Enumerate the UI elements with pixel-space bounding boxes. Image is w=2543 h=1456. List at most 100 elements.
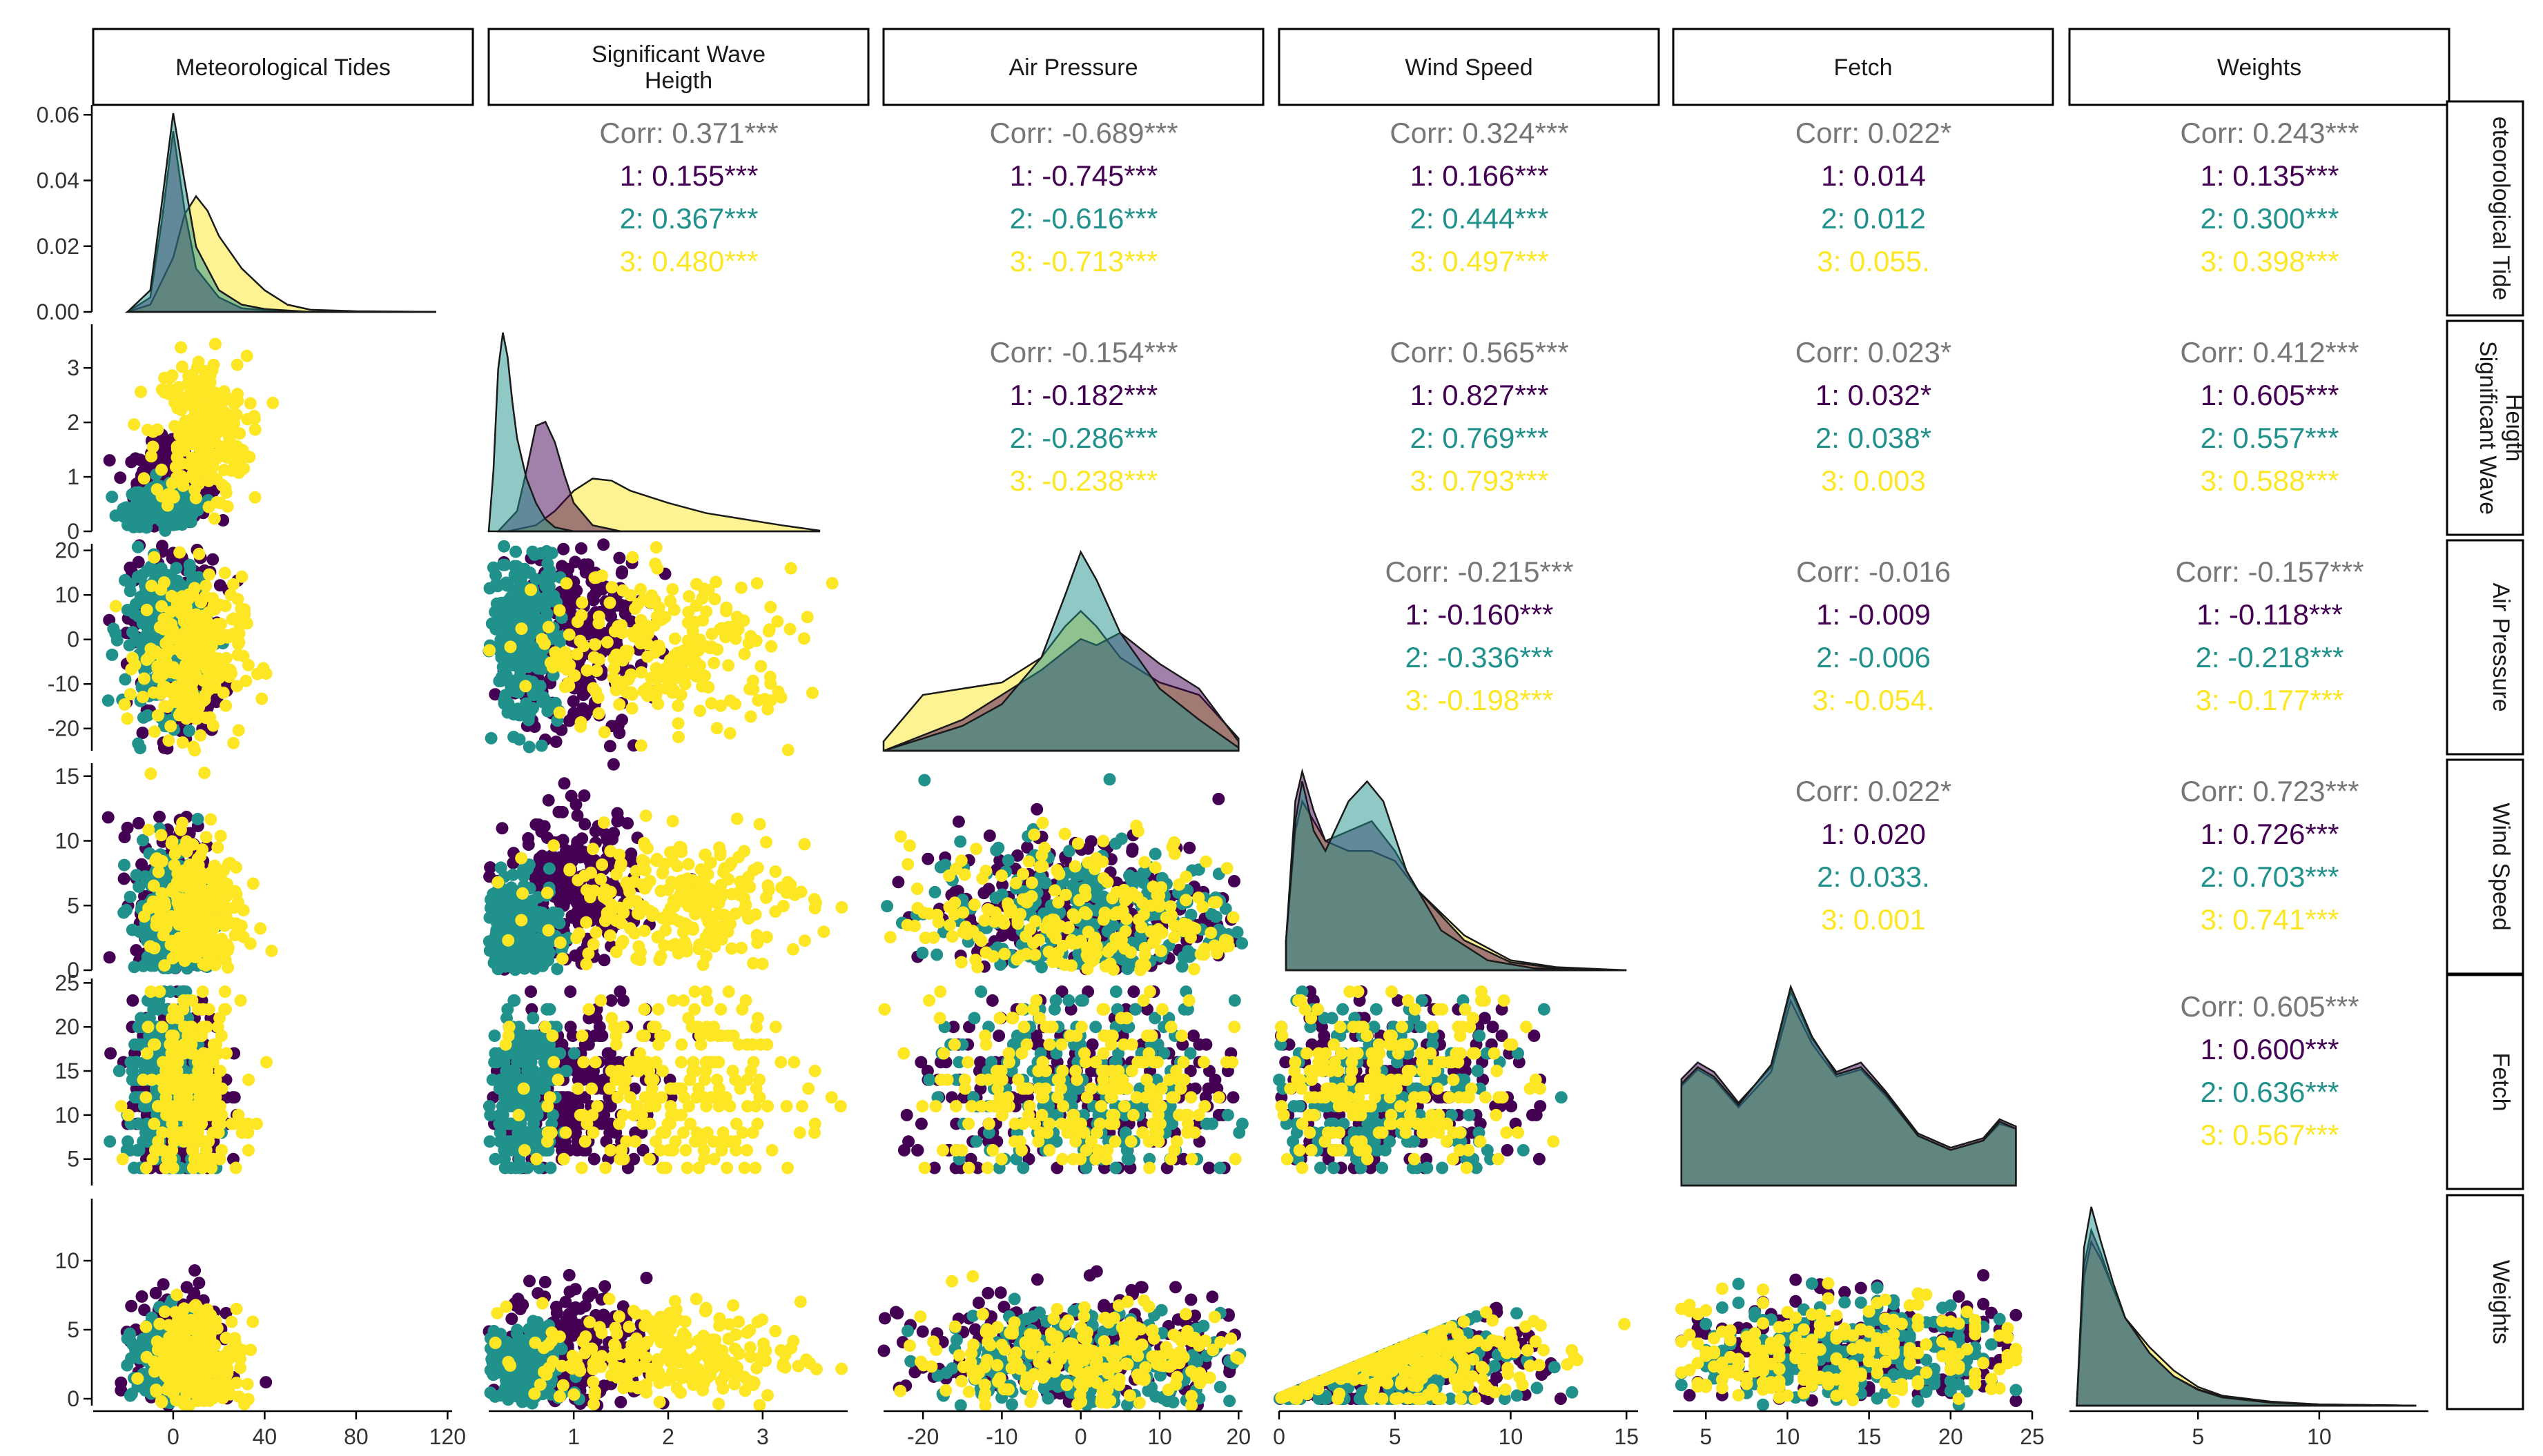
scatter-point [183,1126,195,1139]
scatter-point [222,1345,235,1358]
scatter-point [650,541,663,554]
scatter-point [199,590,212,603]
density-panel [1285,768,1627,972]
scatter-point [553,706,566,719]
scatter-point [170,1288,184,1301]
scatter-point [140,604,153,616]
scatter-point [710,575,723,589]
row-strip-label: eteorological Tide [2488,117,2514,301]
scatter-point [139,1320,153,1333]
scatter-point [126,994,139,1007]
density-curve-group-2 [883,550,1240,752]
scatter-point [116,1152,129,1165]
scatter-point [616,565,629,578]
scatter-point [228,885,242,898]
scatter-point [781,743,795,756]
scatter-point [710,722,723,735]
scatter-point [241,1377,254,1390]
scatter-point [523,707,536,720]
scatter-point [672,699,685,712]
scatter-point [734,581,748,594]
scatter-point [752,694,765,707]
scatter-point [206,553,220,566]
scatter-point [170,592,184,605]
scatter-point [151,423,164,436]
density-panel [882,550,1240,752]
scatter-point [626,551,639,564]
scatter-point [148,551,161,564]
scatter-point [605,581,618,593]
scatter-point [204,424,217,437]
scatter-point [613,551,626,564]
scatter-point [523,566,536,579]
scatter-point [155,829,168,842]
scatter-point [164,1378,177,1391]
scatter-point [131,540,144,553]
scatter-point [653,643,666,656]
scatter-point [174,823,187,836]
matrix-panels: Corr: 0.371***1: 0.155***2: 0.367***3: 0… [101,112,2417,1412]
scatter-point [217,864,231,877]
scatter-point [199,397,213,411]
column-strip-label: Weights [2217,55,2301,81]
scatter-point [123,1327,136,1340]
scatter-point [559,879,572,892]
scatter-point [665,676,678,689]
scatter-point [528,548,541,561]
column-strip-box [2068,28,2451,106]
density-curve-group-2 [2076,1206,2417,1407]
scatter-point [142,1021,155,1034]
scatter-point [169,682,182,696]
scatter-point [168,1324,182,1337]
row-strip-box [2446,539,2524,756]
scatter-point [211,451,224,464]
scatter-point [153,810,166,823]
column-strip: Wind Speed [1278,28,1660,106]
scatter-point [535,739,548,752]
scatter-point [220,651,233,665]
row-strip-label: Significant Wave [2475,341,2501,515]
scatter-point [708,656,721,669]
scatter-point [152,865,165,878]
scatter-point [148,725,161,738]
column-strip-box [1672,28,2054,106]
scatter-point [244,397,257,410]
scatter-point [806,687,819,700]
scatter-point [509,545,523,558]
scatter-point [164,1100,177,1113]
scatter-point [125,1299,138,1312]
scatter-point [801,611,814,624]
scatter-point [249,491,262,504]
scatter-point [188,582,201,595]
scatter-point [588,571,601,584]
scatter-point [728,619,741,632]
scatter-point [150,1143,164,1157]
scatter-point [204,1073,217,1086]
scatter-point [519,680,532,693]
scatter-point [164,985,177,998]
scatter-point [783,622,797,636]
scatter-point [583,854,596,867]
scatter-point [616,714,628,727]
scatter-point [723,727,737,740]
column-strip-label: Heigth [645,68,712,94]
scatter-point [165,837,178,850]
scatter-point [168,396,182,409]
scatter-point [214,1082,227,1095]
scatter-point [266,396,280,409]
scatter-point [498,540,511,553]
scatter-point [200,1108,213,1121]
scatter-point [603,740,616,753]
scatter-point [175,360,188,373]
scatter-point [242,1117,255,1130]
column-strips: Meteorological Tides Significant WaveHeig… [92,28,2451,106]
scatter-point [144,985,157,998]
column-strip: Meteorological Tides [92,28,474,106]
scatter-point [227,736,240,749]
scatter-point [542,794,555,807]
scatter-point [196,985,209,998]
scatter-point [220,1047,233,1060]
row-strip: Weights [2446,1194,2524,1410]
scatter-point [646,689,659,702]
